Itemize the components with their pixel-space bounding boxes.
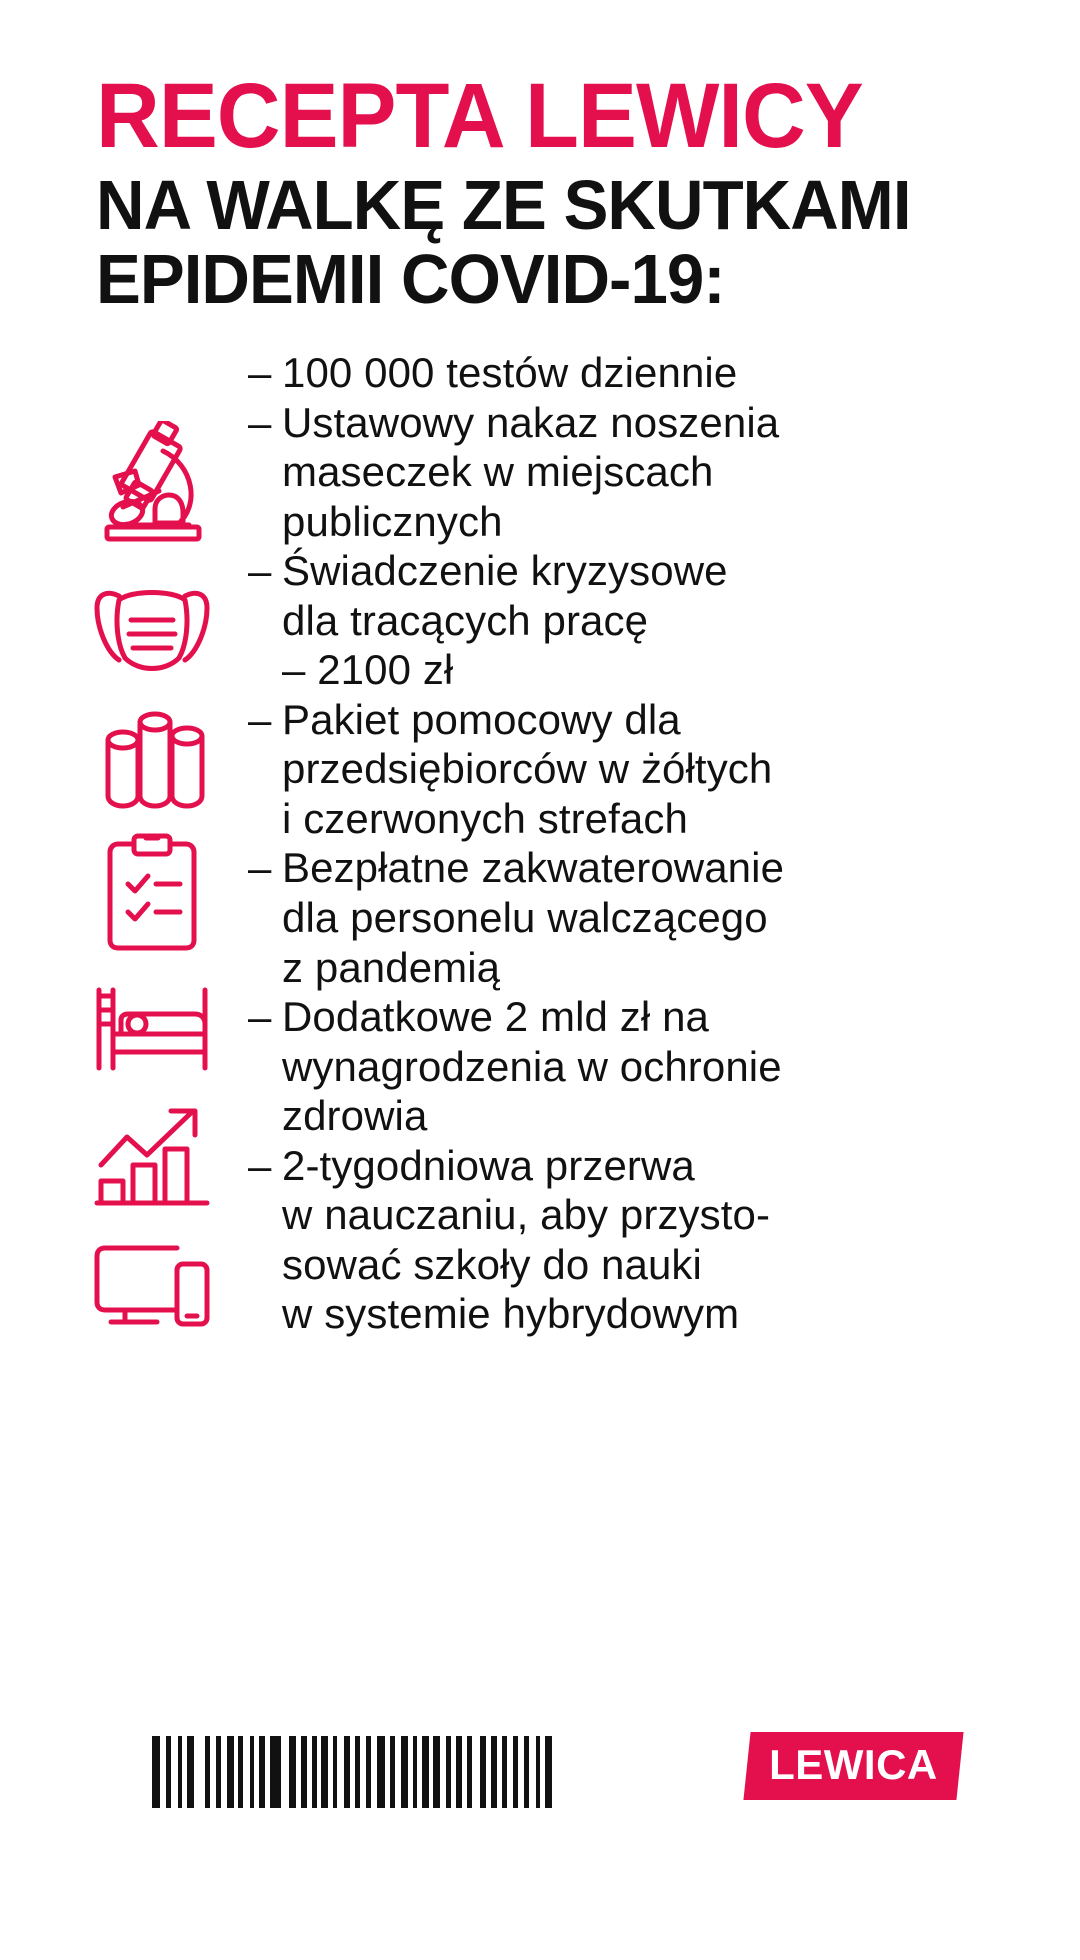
barcode-bar [300,1736,308,1808]
barcode-bar [466,1736,472,1808]
barcode-bar [343,1736,351,1808]
lewica-logo: LEWICA [743,1732,964,1800]
list-item: – Świadczenie kryzysowe dla tracących pr… [248,546,848,695]
list-item-label: Ustawowy nakaz noszenia maseczek w miejs… [282,398,780,545]
barcode-bar [204,1736,210,1808]
barcode-bar [321,1736,328,1808]
list-bullet: – [248,695,272,743]
barcode-bar [332,1736,338,1808]
list-item: – 2-tygodniowa przerwa w nauczaniu, aby … [248,1141,848,1339]
barcode-bar [215,1736,221,1808]
list-item-label: Świadczenie kryzysowe dla tracących prac… [282,547,728,694]
test-tubes-icon [82,700,222,818]
barcode-bar [238,1736,244,1808]
barcode-bar [281,1736,289,1808]
hospital-bed-icon [82,966,222,1086]
list-bullet: – [248,1141,272,1189]
list-item: – Bezpłatne zakwaterowanie dla personelu… [248,843,848,992]
barcode-bar [552,1736,560,1808]
barcode-bar [289,1736,296,1808]
barcode-bar [455,1736,463,1808]
face-mask-icon [82,564,222,692]
barcode-bar [259,1736,266,1808]
barcode-bar [311,1736,317,1808]
barcode-bar [446,1736,451,1808]
list-bullet: – [248,398,272,446]
barcode-bar [152,1736,160,1808]
list-item-label: 100 000 testów dziennie [282,349,738,396]
barcode-bar [194,1736,205,1808]
barcode-bar [270,1736,282,1808]
list-item-label: Bezpłatne zakwaterowanie dla personelu w… [282,844,785,991]
lewica-logo-label: LEWICA [769,1741,939,1788]
list-item-label: Dodatkowe 2 mld zł na wynagrodzenia w oc… [282,993,782,1140]
measures-list: – 100 000 testów dziennie – Ustawowy nak… [248,348,848,1339]
barcode [152,1736,560,1808]
icon-column [82,400,222,1352]
clipboard-checklist-icon [82,826,222,958]
list-bullet: – [248,844,272,892]
barcode-bar [479,1736,487,1808]
barcode-bar [390,1736,395,1808]
barcode-bar [177,1736,183,1808]
list-item: – Ustawowy nakaz noszenia maseczek w mie… [248,398,848,547]
barcode-bar [545,1736,552,1808]
devices-icon [82,1226,222,1344]
barcode-bar [401,1736,408,1808]
list-item: – Pakiet pomocowy dla przedsiębiorców w … [248,695,848,844]
page-title: RECEPTA LEWICY [96,65,864,167]
barcode-bar [490,1736,498,1808]
page-subtitle-line-2: EPIDEMII COVID-19: [96,239,726,318]
barcode-bar [433,1736,440,1808]
barcode-bar [249,1736,255,1808]
footer: LEWICA [0,1732,1080,1828]
barcode-bar [227,1736,234,1808]
list-bullet: – [248,349,272,396]
list-bullet: – [248,993,272,1041]
growth-chart-icon [82,1094,222,1218]
headline-block: RECEPTA LEWICY NA WALKĘ ZE SKUTKAMI EPID… [96,65,996,318]
barcode-bar [535,1736,541,1808]
microscope-icon [82,410,222,556]
list-bullet: – [248,547,272,595]
page-subtitle-line-1: NA WALKĘ ZE SKUTKAMI [96,166,912,245]
list-item-label: Pakiet pomocowy dla przedsiębiorców w żó… [282,695,773,842]
barcode-bar [472,1736,480,1808]
barcode-bar [187,1736,194,1808]
list-item: – Dodatkowe 2 mld zł na wynagrodzenia w … [248,992,848,1141]
barcode-bar [422,1736,429,1808]
barcode-bar [502,1736,507,1808]
barcode-bar [412,1736,418,1808]
barcode-bar [355,1736,360,1808]
barcode-bar [524,1736,530,1808]
list-item-label: 2-tygodniowa przerwa w nauczaniu, aby pr… [282,1141,771,1338]
barcode-bar [366,1736,371,1808]
list-item: – 100 000 testów dziennie [248,348,848,398]
barcode-bar [166,1736,172,1808]
barcode-bar [513,1736,519,1808]
barcode-bar [377,1736,386,1808]
